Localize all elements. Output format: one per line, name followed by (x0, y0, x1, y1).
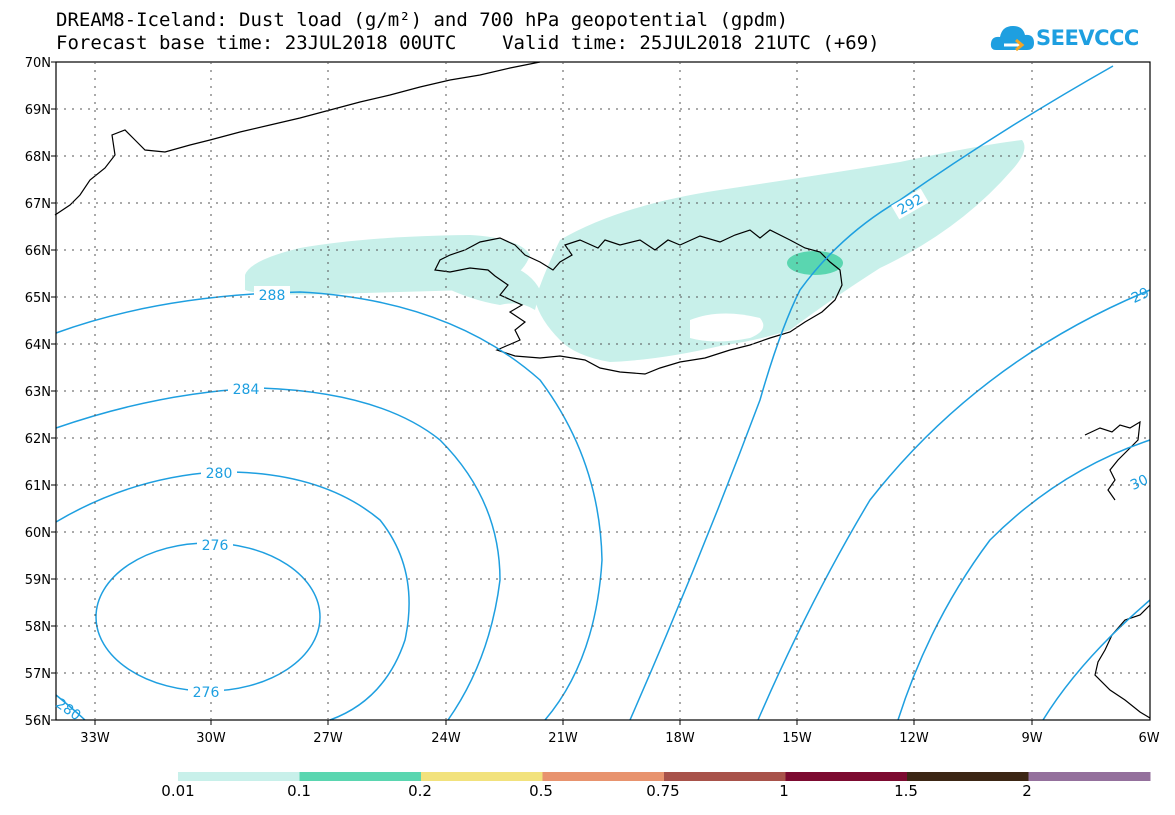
colorbar-label: 0.5 (529, 782, 553, 800)
colorbar-swatch (1028, 772, 1151, 781)
lat-label: 70N (25, 56, 51, 71)
lat-label: 62N (25, 432, 51, 447)
colorbar (178, 772, 1151, 781)
lon-label: 12W (899, 731, 929, 746)
colorbar-label: 2 (1022, 782, 1032, 800)
colorbar-label: 1 (779, 782, 789, 800)
contour-284 (55, 387, 501, 721)
lat-label: 65N (25, 291, 51, 306)
contour-label: 276 (202, 538, 229, 554)
lon-label: 27W (313, 731, 343, 746)
colorbar-label: 1.5 (894, 782, 918, 800)
contour-label: 280 (206, 466, 233, 482)
axis-ticks (51, 61, 1033, 725)
geopotential-contours (55, 65, 1151, 721)
lat-label: 67N (25, 197, 51, 212)
colorbar-swatch (664, 772, 786, 781)
colorbar-swatch (299, 772, 422, 781)
contour-300 (897, 439, 1151, 721)
lat-label: 66N (25, 244, 51, 259)
lat-label: 58N (25, 620, 51, 635)
contour-label: 276 (193, 685, 220, 701)
colorbar-swatch (421, 772, 543, 781)
lon-label: 30W (196, 731, 226, 746)
lat-label: 59N (25, 573, 51, 588)
lat-label: 68N (25, 150, 51, 165)
seevccc-logo: SEEVCCC (990, 20, 1140, 60)
lon-label: 24W (431, 731, 461, 746)
colorbar-label: 0.01 (161, 782, 195, 800)
lat-label: 56N (25, 714, 51, 729)
iceland-coastline (434, 229, 843, 375)
contour-label: 288 (259, 288, 286, 304)
colorbar-swatch (178, 772, 300, 781)
contour-label: 29 (1129, 285, 1152, 307)
contour-296 (757, 289, 1151, 721)
contour-276 (95, 542, 321, 692)
lat-label: 69N (25, 103, 51, 118)
dust-hotspot (787, 251, 843, 275)
lat-label: 57N (25, 667, 51, 682)
lat-lon-grid (56, 62, 1150, 720)
lon-label: 6W (1138, 731, 1159, 746)
longitude-labels: 33W 30W 27W 24W 21W 18W 15W 12W 9W 6W (80, 731, 1159, 746)
colorbar-label: 0.2 (408, 782, 432, 800)
contour-label: 30 (1128, 472, 1151, 494)
logo-text: SEEVCCC (1036, 26, 1139, 50)
lat-label: 64N (25, 338, 51, 353)
contour-label: 284 (233, 382, 260, 398)
map-title: DREAM8-Iceland: Dust load (g/m²) and 700… (56, 9, 789, 31)
forecast-time-line: Forecast base time: 23JUL2018 00UTC Vali… (56, 32, 880, 54)
colorbar-swatch (907, 772, 1029, 781)
lat-label: 61N (25, 479, 51, 494)
latitude-labels: 70N 69N 68N 67N 66N 65N 64N 63N 62N 61N … (25, 56, 51, 729)
contour-304 (1042, 599, 1151, 721)
lat-label: 63N (25, 385, 51, 400)
colorbar-swatch (542, 772, 665, 781)
colorbar-label: 0.75 (646, 782, 680, 800)
lon-label: 9W (1021, 731, 1042, 746)
faroe-coastline (1084, 420, 1141, 501)
contour-288 (55, 291, 603, 721)
lon-label: 33W (80, 731, 110, 746)
lon-label: 18W (665, 731, 695, 746)
contour-280 (55, 471, 410, 721)
lon-label: 21W (548, 731, 578, 746)
scotland-coastline (1094, 604, 1151, 719)
greenland-coastline (54, 61, 541, 216)
contour-280-corner (55, 694, 86, 721)
lon-label: 15W (782, 731, 812, 746)
contour-292 (629, 65, 1114, 721)
colorbar-swatch (785, 772, 908, 781)
cloud-icon (990, 26, 1034, 52)
lat-label: 60N (25, 526, 51, 541)
colorbar-label: 0.1 (287, 782, 311, 800)
contour-labels: 288 284 280 276 276 280 292 29 30 (52, 188, 1152, 724)
dust-load-shading (245, 140, 1025, 362)
